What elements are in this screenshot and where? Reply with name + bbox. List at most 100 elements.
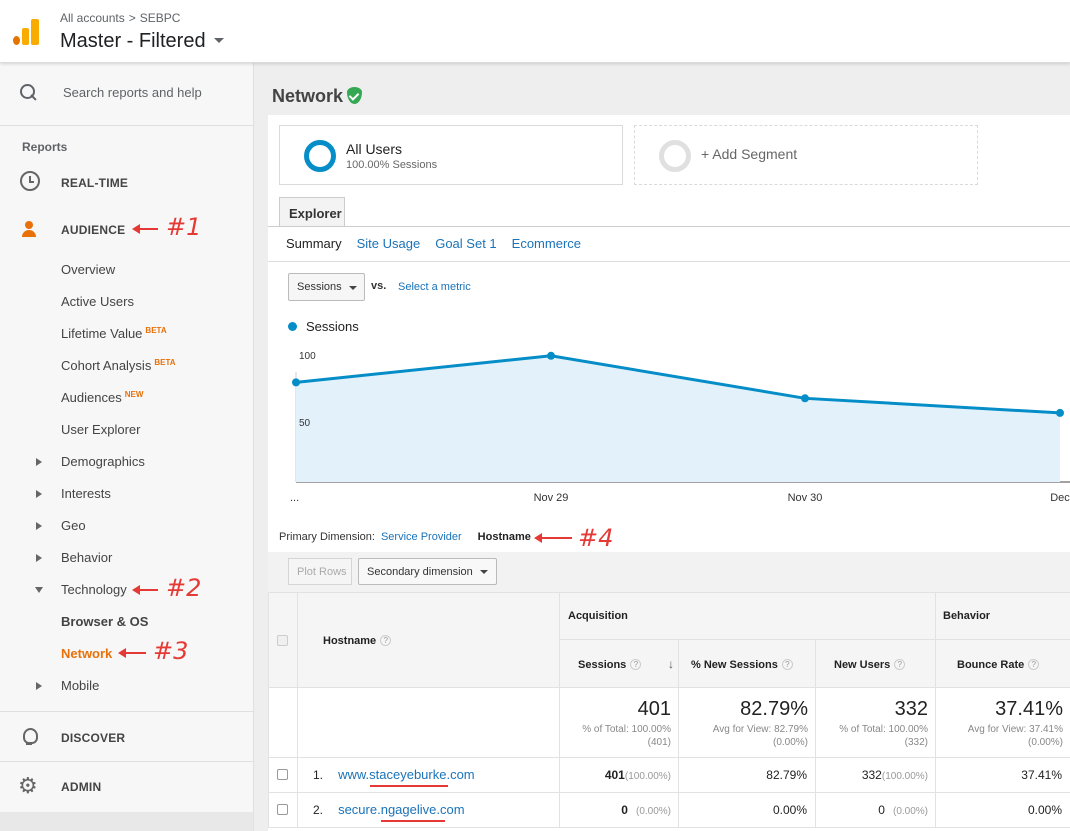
new-sessions-column-header[interactable]: % New Sessions? xyxy=(679,640,816,688)
row-new-sessions: 82.79% xyxy=(679,758,816,793)
annotation-2: #2 xyxy=(166,574,202,602)
expand-arrow-icon[interactable] xyxy=(36,554,42,562)
data-point xyxy=(547,351,555,360)
annotation-4: #4 xyxy=(578,524,614,552)
verified-shield-icon xyxy=(347,87,362,104)
plot-rows-button[interactable]: Plot Rows xyxy=(288,558,352,585)
totals-bounce-rate: 37.41% Avg for View: 37.41% (0.00%) xyxy=(936,688,1070,758)
help-icon[interactable]: ? xyxy=(630,659,642,670)
row-index: 1. xyxy=(313,768,324,782)
nav-active-users[interactable]: Active Users xyxy=(61,294,134,309)
nav-geo[interactable]: Geo xyxy=(61,518,86,533)
subtab-divider xyxy=(268,261,1070,262)
row-new-users: 0 (0.00%) xyxy=(816,793,936,828)
nav-realtime[interactable]: REAL-TIME xyxy=(61,176,129,190)
help-icon[interactable]: ? xyxy=(1028,659,1040,670)
secondary-dimension-dropdown[interactable]: Secondary dimension xyxy=(358,558,497,585)
hostname-header[interactable]: Hostname? xyxy=(298,592,560,688)
row-bounce-value: 0.00% xyxy=(1027,803,1062,817)
row-hostname-link[interactable]: www.staceyeburke.com xyxy=(338,767,475,782)
totals-new-users-value: 332 xyxy=(894,698,928,720)
search-input[interactable]: Search reports and help xyxy=(63,85,202,100)
nav-audiences[interactable]: Audiences NEW xyxy=(61,390,143,405)
sidebar: Search reports and help Reports REAL-TIM… xyxy=(0,63,254,831)
metric-select-value: Sessions xyxy=(297,281,342,293)
nav-discover[interactable]: DISCOVER xyxy=(61,731,126,745)
row-checkbox[interactable] xyxy=(277,804,288,815)
nav-lifetime-value[interactable]: Lifetime Value BETA xyxy=(61,326,167,341)
add-segment-button[interactable]: + Add Segment xyxy=(634,125,978,185)
expand-arrow-icon[interactable] xyxy=(36,490,42,498)
search-box[interactable]: Search reports and help xyxy=(0,63,253,126)
annotation-arrow xyxy=(132,585,158,595)
dimension-hostname[interactable]: Hostname xyxy=(477,531,531,543)
breadcrumb-account[interactable]: SEBPC xyxy=(139,11,181,25)
sessions-chart[interactable]: 100 50... Nov 29 Nov 30 Dec xyxy=(268,337,1070,507)
subtab-summary[interactable]: Summary xyxy=(286,236,342,251)
nav-demographics[interactable]: Demographics xyxy=(61,454,145,469)
expand-arrow-icon[interactable] xyxy=(36,458,42,466)
search-icon xyxy=(20,84,36,100)
nav-network[interactable]: Network xyxy=(61,646,113,661)
row-sessions-value: 401 xyxy=(604,768,625,782)
nav-audience[interactable]: AUDIENCE xyxy=(61,223,126,237)
primary-dimension-bar: Primary Dimension: Service Provider Hostna… xyxy=(279,531,531,543)
nav-interests[interactable]: Interests xyxy=(61,486,111,501)
subtab-goal-set[interactable]: Goal Set 1 xyxy=(435,236,497,251)
row-new-sessions-value: 82.79% xyxy=(766,768,807,782)
totals-sessions-value: 401 xyxy=(637,698,671,720)
nav-technology[interactable]: Technology xyxy=(61,582,127,597)
reports-section-label: Reports xyxy=(22,140,68,154)
select-metric-link[interactable]: Select a metric xyxy=(398,281,471,293)
new-users-column-header[interactable]: New Users? xyxy=(816,640,936,688)
row-new-users-value: 0 xyxy=(878,803,885,817)
row-hostname-link[interactable]: secure.ngagelive.com xyxy=(338,802,465,817)
totals-new-sessions-value: 82.79% xyxy=(740,698,808,720)
dimension-service-provider[interactable]: Service Provider xyxy=(380,531,462,543)
segment-percent: 100.00% Sessions xyxy=(346,159,438,171)
help-icon[interactable]: ? xyxy=(894,659,906,670)
row-new-users-value: 332 xyxy=(861,768,882,782)
view-selector[interactable]: Master - Filtered xyxy=(60,30,224,53)
segment-all-users[interactable]: All Users 100.00% Sessions xyxy=(279,125,623,185)
nav-admin[interactable]: ADMIN xyxy=(61,780,102,794)
nav-mobile[interactable]: Mobile xyxy=(61,678,100,693)
beta-badge: BETA xyxy=(154,358,176,367)
sessions-column-header[interactable]: Sessions? ↓ xyxy=(560,640,679,688)
nav-browser-os[interactable]: Browser & OS xyxy=(61,614,149,629)
expand-arrow-icon[interactable] xyxy=(36,682,42,690)
collapse-arrow-icon[interactable] xyxy=(35,587,43,593)
nav-cohort-analysis[interactable]: Cohort Analysis BETA xyxy=(61,358,176,373)
expand-arrow-icon[interactable] xyxy=(36,522,42,530)
totals-new-users: 332 % of Total: 100.00% (332) xyxy=(816,688,936,758)
nav-overview[interactable]: Overview xyxy=(61,262,116,277)
y-tick-label: 100 xyxy=(299,351,316,362)
hostname-header-label: Hostname xyxy=(323,635,377,647)
bounce-rate-column-header[interactable]: Bounce Rate? xyxy=(936,640,1070,688)
row-checkbox[interactable] xyxy=(277,769,288,780)
totals-new-sessions-diff: (0.00%) xyxy=(772,737,808,748)
sidebar-divider xyxy=(0,761,253,762)
annotation-arrow xyxy=(118,648,146,658)
subtab-ecommerce[interactable]: Ecommerce xyxy=(511,236,582,251)
help-icon[interactable]: ? xyxy=(380,635,392,646)
subtab-site-usage[interactable]: Site Usage xyxy=(356,236,421,251)
nav-behavior[interactable]: Behavior xyxy=(61,550,113,565)
help-icon[interactable]: ? xyxy=(781,659,793,670)
nav-audiences-label: Audiences xyxy=(61,390,122,405)
tab-explorer[interactable]: Explorer xyxy=(279,197,345,227)
vs-label: vs. xyxy=(371,280,387,292)
data-point xyxy=(801,394,809,403)
view-name: Master - Filtered xyxy=(60,30,206,52)
breadcrumb[interactable]: All accounts > SEBPC xyxy=(60,11,180,25)
row-bounce-rate: 37.41% xyxy=(936,758,1070,793)
nav-user-explorer[interactable]: User Explorer xyxy=(61,422,141,437)
metric-select[interactable]: Sessions xyxy=(288,273,365,301)
row-sessions-value: 0 xyxy=(621,803,628,817)
chevron-down-icon xyxy=(480,570,488,574)
analytics-logo-icon[interactable] xyxy=(13,19,39,45)
nav-lifetime-value-label: Lifetime Value xyxy=(61,326,143,341)
breadcrumb-root[interactable]: All accounts xyxy=(60,11,125,25)
select-all-checkbox[interactable] xyxy=(277,635,288,646)
totals-new-sessions: 82.79% Avg for View: 82.79% (0.00%) xyxy=(679,688,816,758)
